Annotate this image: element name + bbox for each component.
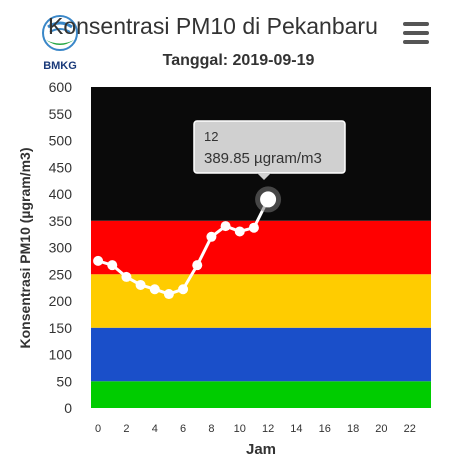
logo-text: BMKG	[43, 60, 77, 72]
x-tick-label: 4	[152, 423, 158, 435]
x-axis-title: Jam	[246, 441, 276, 458]
y-tick-label: 400	[49, 186, 73, 202]
data-point[interactable]	[248, 222, 259, 233]
y-tick-label: 300	[49, 240, 73, 256]
y-tick-label: 100	[49, 347, 73, 363]
y-axis-ticks: 0 50 100 150 200 250 300 350 400 450 500 550 600	[49, 79, 73, 416]
data-point[interactable]	[206, 231, 217, 242]
x-tick-label: 8	[208, 423, 214, 435]
data-point[interactable]	[178, 284, 189, 295]
data-point[interactable]	[192, 260, 203, 271]
x-tick-label: 20	[375, 423, 387, 435]
data-point[interactable]	[121, 271, 132, 282]
y-tick-label: 150	[49, 320, 73, 336]
x-axis-ticks: 0 2 4 6 8 10 12 14 16 18 20 22	[95, 423, 416, 435]
x-tick-label: 22	[404, 423, 416, 435]
x-tick-label: 12	[262, 423, 274, 435]
x-tick-label: 10	[234, 423, 246, 435]
x-tick-label: 16	[319, 423, 331, 435]
hamburger-menu-icon[interactable]	[403, 22, 429, 44]
y-tick-label: 0	[64, 400, 72, 416]
data-point[interactable]	[149, 284, 160, 295]
band-0	[91, 381, 431, 408]
chart-title: Konsentrasi PM10 di Pekanbaru	[48, 13, 378, 39]
x-tick-label: 0	[95, 423, 101, 435]
band-2	[91, 274, 431, 328]
y-tick-label: 200	[49, 293, 73, 309]
band-3	[91, 220, 431, 275]
bmkg-logo: BMKG	[42, 15, 78, 72]
data-point[interactable]	[135, 279, 146, 290]
tooltip-value-label: 389.85 µgram/m3	[204, 150, 322, 167]
data-point[interactable]	[93, 255, 104, 266]
y-axis-title: Konsentrasi PM10 (µgram/m3)	[17, 147, 33, 348]
x-tick-label: 6	[180, 423, 186, 435]
data-point[interactable]	[163, 289, 174, 300]
chart-subtitle: Tanggal: 2019-09-19	[162, 52, 315, 69]
data-point[interactable]	[107, 260, 118, 271]
tooltip-x-label: 12	[204, 129, 218, 144]
x-tick-label: 2	[123, 423, 129, 435]
tooltip: 12 389.85 µgram/m3	[193, 120, 346, 180]
y-tick-label: 600	[49, 79, 73, 95]
y-tick-label: 550	[49, 106, 73, 122]
series-layer	[93, 186, 282, 300]
y-tick-label: 500	[49, 133, 73, 149]
band-1	[91, 327, 431, 382]
y-tick-label: 50	[56, 373, 72, 389]
data-point[interactable]	[260, 191, 277, 208]
y-tick-label: 350	[49, 213, 73, 229]
y-tick-label: 450	[49, 159, 73, 175]
data-point[interactable]	[234, 226, 245, 237]
y-tick-label: 250	[49, 266, 73, 282]
x-tick-label: 18	[347, 423, 359, 435]
data-point[interactable]	[220, 221, 231, 232]
x-tick-label: 14	[290, 423, 302, 435]
